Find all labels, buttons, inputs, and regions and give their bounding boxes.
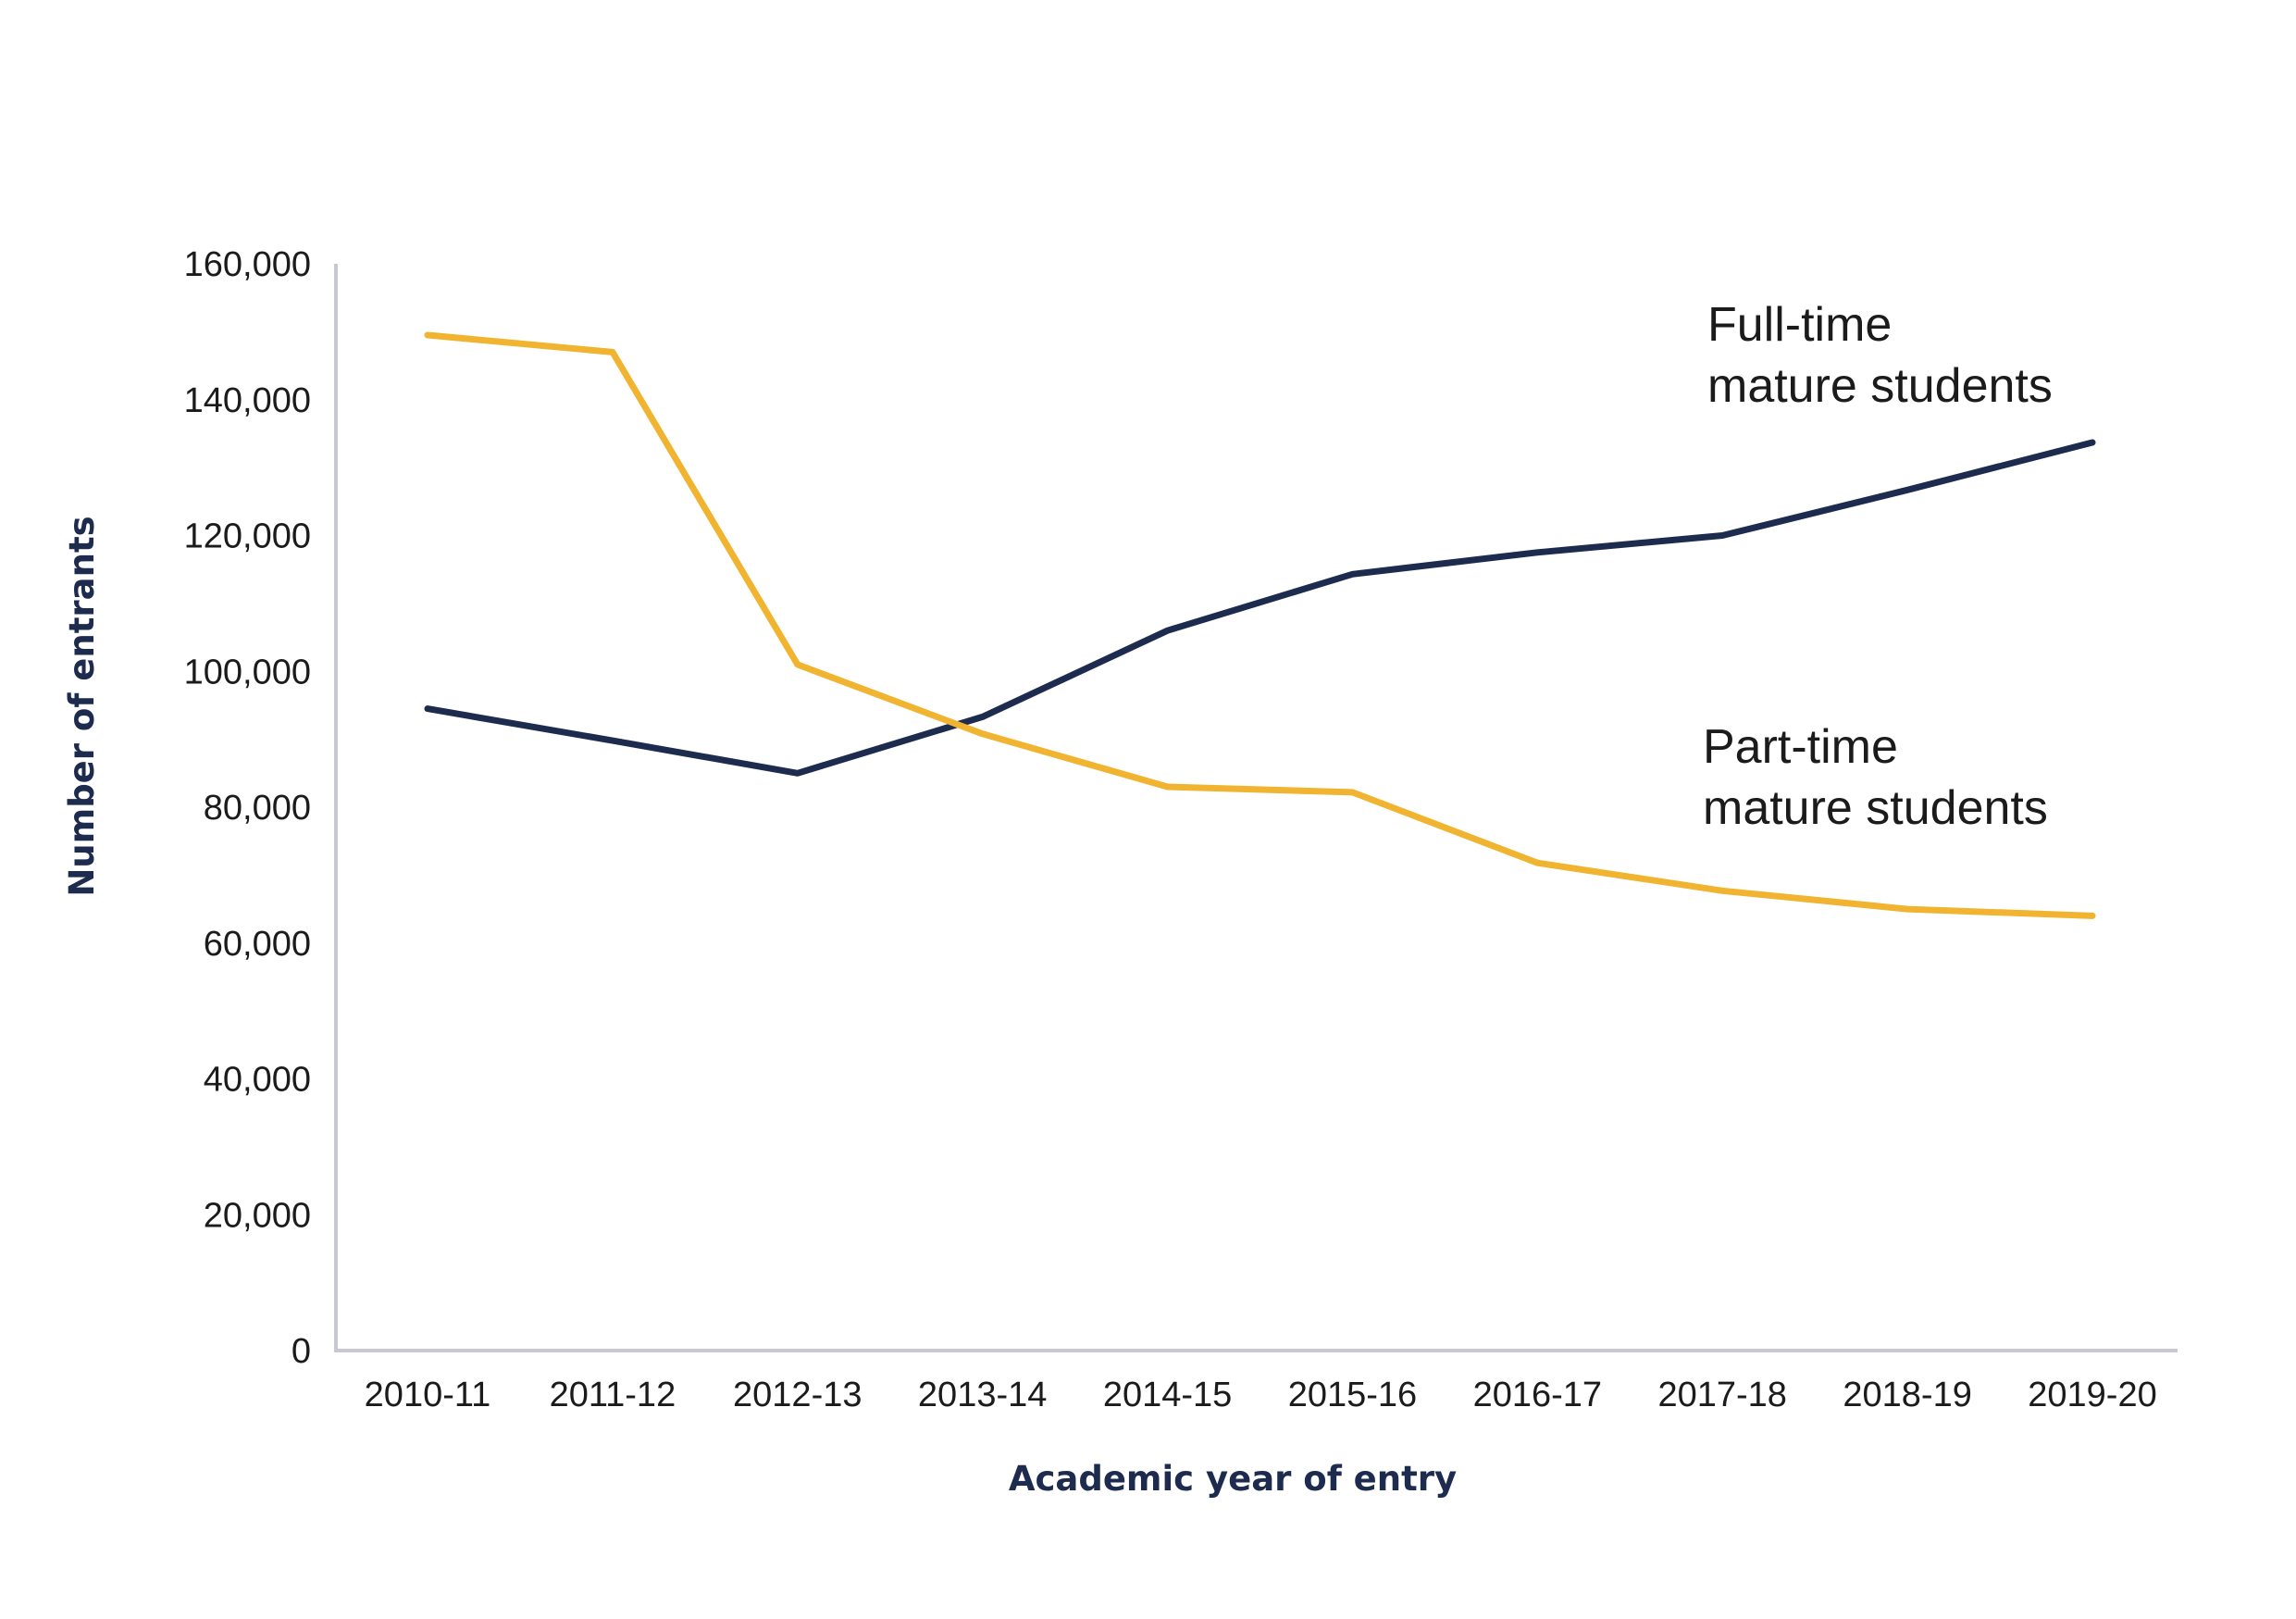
x-tick-label: 2010-11	[365, 1376, 491, 1414]
y-tick-label: 0	[292, 1332, 311, 1371]
x-tick-label: 2017-18	[1657, 1376, 1786, 1414]
series-label-full-time: Full-time mature students	[1707, 298, 2053, 413]
x-tick-label: 2012-13	[733, 1376, 862, 1414]
y-tick-label: 100,000	[184, 653, 311, 691]
x-axis-title: Academic year of entry	[1009, 1459, 1457, 1499]
y-tick-label: 20,000	[204, 1196, 311, 1235]
series-labels: Full-time mature students Part-time mature …	[1703, 298, 2053, 835]
series-line-part-time	[424, 331, 2096, 919]
y-tick-label: 80,000	[204, 789, 311, 828]
y-tick-label: 60,000	[204, 925, 311, 964]
y-axis-title: Number of entrants	[62, 516, 102, 896]
x-axis: 2010-11 2011-12 2012-13 2013-14 2014-15 2015-…	[334, 1349, 2178, 1414]
x-tick-label: 2019-20	[2028, 1376, 2156, 1414]
series-label-part-time: Part-time mature students	[1703, 720, 2048, 835]
y-tick-label: 160,000	[184, 245, 311, 284]
series-lines	[424, 331, 2096, 919]
x-tick-label: 2011-12	[550, 1376, 676, 1414]
series-line-full-time	[424, 439, 2096, 777]
y-tick-label: 40,000	[204, 1061, 311, 1100]
y-axis: 0 20,000 40,000 60,000 80,000 100,000 120,000 1…	[184, 245, 338, 1371]
x-tick-label: 2015-16	[1288, 1376, 1417, 1414]
y-tick-label: 120,000	[184, 517, 311, 556]
x-tick-label: 2013-14	[918, 1376, 1047, 1414]
x-tick-label: 2014-15	[1103, 1376, 1232, 1414]
x-tick-label: 2016-17	[1473, 1376, 1602, 1414]
y-tick-label: 140,000	[184, 381, 311, 420]
x-tick-label: 2018-19	[1843, 1376, 1971, 1414]
